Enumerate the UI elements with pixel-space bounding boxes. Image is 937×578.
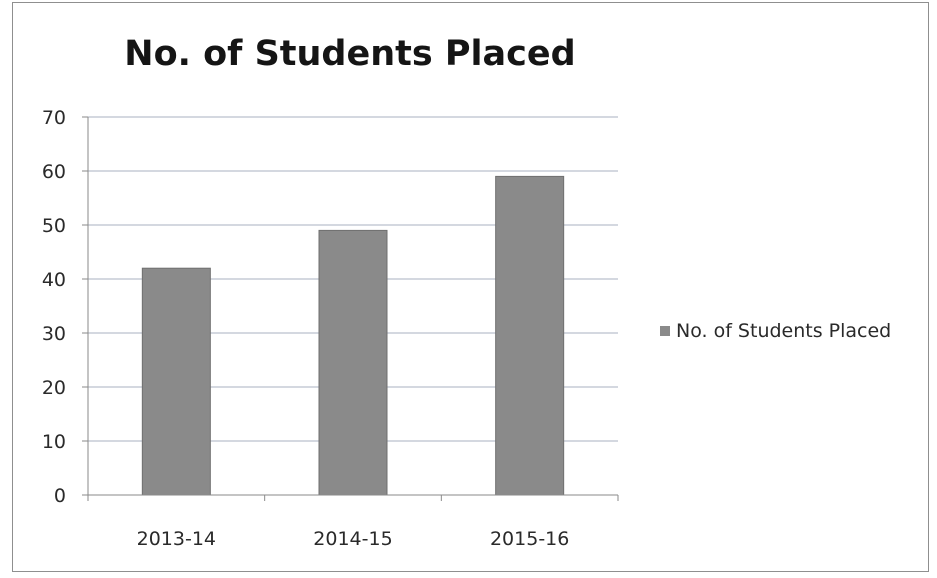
bar-2015-16 xyxy=(495,175,565,496)
legend: No. of Students Placed xyxy=(660,320,891,342)
y-tick-label: 20 xyxy=(42,377,66,399)
axes xyxy=(82,116,619,501)
y-tick-label: 40 xyxy=(42,269,66,291)
x-tick-labels: 2013-14 2014-15 2015-16 xyxy=(137,528,570,550)
x-tick-label: 2013-14 xyxy=(137,528,216,550)
legend-label: No. of Students Placed xyxy=(676,320,892,342)
y-tick-label: 0 xyxy=(54,485,66,507)
y-tick-label: 30 xyxy=(42,323,66,345)
legend-swatch xyxy=(660,326,670,336)
bar-2013-14 xyxy=(141,267,211,496)
x-tick-label: 2014-15 xyxy=(313,528,392,550)
bar-2014-15 xyxy=(318,229,388,496)
chart-title: No. of Students Placed xyxy=(124,34,576,74)
bars xyxy=(141,175,565,496)
y-tick-label: 10 xyxy=(42,431,66,453)
x-tick-label: 2015-16 xyxy=(490,528,569,550)
y-tick-label: 60 xyxy=(42,161,66,183)
y-tick-labels: 0 10 20 30 40 50 60 70 xyxy=(42,107,66,507)
y-tick-label: 70 xyxy=(42,107,66,129)
y-tick-label: 50 xyxy=(42,215,66,237)
